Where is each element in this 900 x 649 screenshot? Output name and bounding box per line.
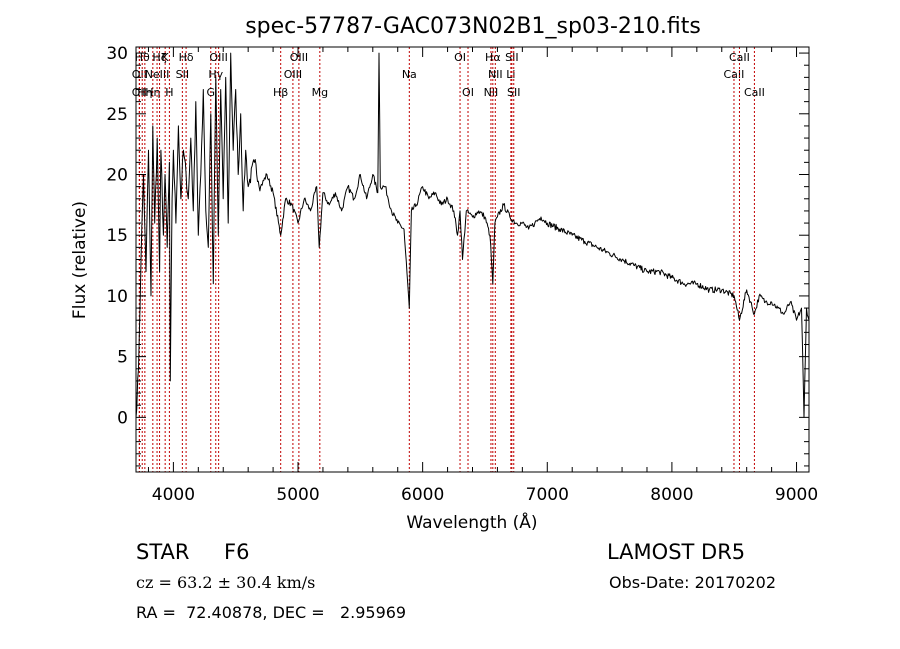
- marker-label: SII: [176, 68, 189, 81]
- observation-date: Obs-Date: 20170202: [609, 573, 777, 592]
- marker-label: G: [207, 86, 216, 99]
- plot-axes: [135, 46, 810, 473]
- marker-label: Hγ: [208, 68, 223, 81]
- y-tick-label: 10: [106, 287, 128, 307]
- x-tick-label: 8000: [650, 485, 693, 505]
- marker-label: Hη: [137, 86, 152, 99]
- x-tick-label: 6000: [401, 485, 444, 505]
- y-tick-label: 25: [106, 105, 128, 125]
- marker-label: OI: [462, 86, 474, 99]
- marker-label: Hθ: [135, 51, 150, 64]
- marker-label: CaII: [724, 68, 745, 81]
- marker-label: OI: [454, 51, 466, 64]
- marker-label: Hη: [145, 86, 160, 99]
- x-axis-label: Wavelength (Å): [406, 511, 537, 533]
- marker-label: OIII: [209, 51, 227, 64]
- marker-label: Hζ: [152, 51, 166, 64]
- chart-title: spec-57787-GAC073N02B1_sp03-210.fits: [245, 14, 701, 39]
- x-axis-ticks: 4000 5000 6000 7000 8000 9000: [147, 47, 818, 505]
- marker-label: Na: [402, 68, 417, 81]
- marker-label: NII: [488, 68, 503, 81]
- ra-dec-coordinates: RA = 72.40878, DEC = 2.95969: [136, 603, 407, 622]
- marker-label: OIII: [290, 51, 308, 64]
- spectrum-line: [135, 52, 810, 418]
- marker-label: Li: [506, 68, 515, 81]
- marker-label: H: [165, 86, 173, 99]
- marker-label: SII: [507, 86, 520, 99]
- redshift-velocity: cz = 63.2 ± 30.4 km/s: [136, 573, 316, 592]
- object-subclass: F6: [224, 540, 250, 564]
- marker-label: CaII: [744, 86, 765, 99]
- marker-label: NII: [484, 86, 499, 99]
- marker-label: Hβ: [273, 86, 288, 99]
- x-tick-label: 7000: [526, 485, 569, 505]
- marker-label: Hα: [485, 51, 501, 64]
- y-tick-label: 30: [106, 44, 128, 64]
- y-tick-label: 0: [117, 408, 128, 428]
- y-tick-label: 20: [106, 166, 128, 186]
- x-tick-label: 5000: [276, 485, 319, 505]
- plot-frame: [135, 46, 810, 473]
- y-axis-ticks: 0 5 10 15 20 25 30: [106, 44, 809, 467]
- y-axis-label: Flux (relative): [70, 201, 90, 319]
- marker-label: OIII: [284, 68, 302, 81]
- marker-label: K: [162, 51, 170, 64]
- spectrum-series: [135, 52, 810, 418]
- marker-label: NeIII: [145, 68, 170, 81]
- marker-label: SII: [505, 51, 518, 64]
- marker-label: Mg: [312, 86, 328, 99]
- y-tick-label: 15: [106, 226, 128, 246]
- x-tick-label: 9000: [775, 485, 818, 505]
- object-class: STAR: [136, 540, 190, 564]
- marker-label: CaII: [729, 51, 750, 64]
- spectral-line-markers: OIIOIIHθHηHηNeIIIHζKHSIIHδGHγOIIIHβOIIIO…: [132, 47, 765, 472]
- marker-label: Hδ: [179, 51, 194, 64]
- y-tick-label: 5: [117, 348, 128, 368]
- x-tick-label: 4000: [152, 485, 195, 505]
- survey-name: LAMOST DR5: [607, 540, 746, 564]
